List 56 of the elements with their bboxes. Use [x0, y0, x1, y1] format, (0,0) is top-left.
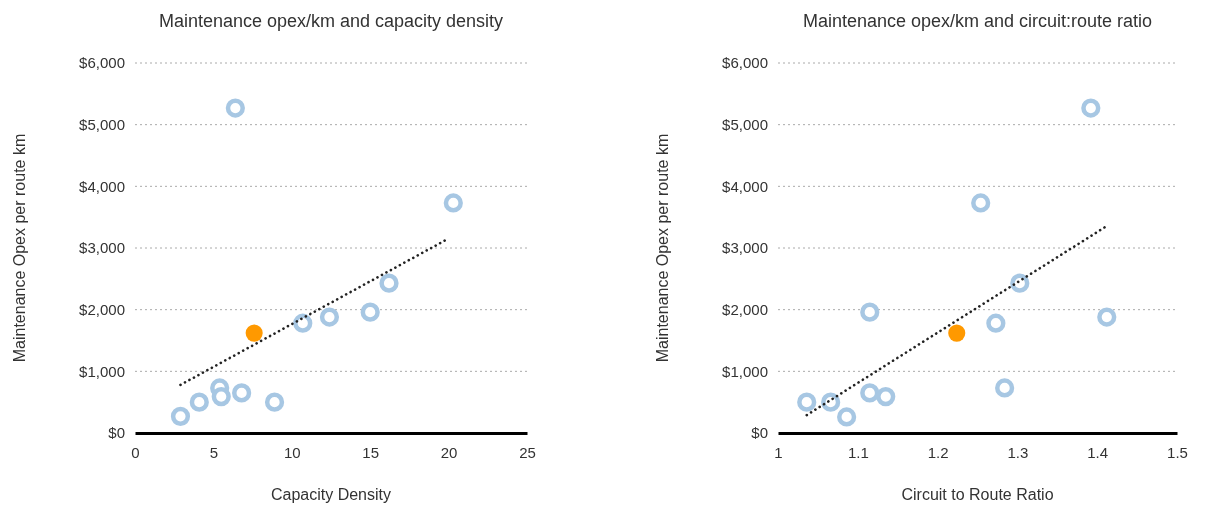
- point: [189, 392, 209, 412]
- point: [797, 392, 817, 412]
- point: [232, 383, 252, 403]
- y-tick-label: $6,000: [79, 54, 125, 72]
- point: [995, 378, 1015, 398]
- point: [319, 307, 340, 327]
- point: [876, 387, 896, 407]
- y-tick-label: $4,000: [79, 177, 125, 195]
- point: [821, 392, 841, 412]
- point: [443, 193, 463, 213]
- y-axis-title: Maintenance Opex per route km: [654, 133, 671, 363]
- point: [211, 387, 231, 407]
- point: [948, 324, 966, 342]
- point: [293, 313, 313, 333]
- x-tick-label: 25: [519, 443, 536, 461]
- x-tick-label: 0: [131, 443, 140, 461]
- y-tick-label: $0: [751, 424, 768, 442]
- x-axis-title: Capacity Density: [270, 486, 392, 503]
- x-tick-label: 1: [774, 443, 783, 461]
- point: [860, 383, 880, 403]
- x-tick-label: 1.1: [847, 443, 869, 461]
- y-tick-label: $0: [108, 424, 125, 442]
- x-tick-label: 1.5: [1167, 443, 1188, 461]
- x-tick-label: 1.3: [1007, 443, 1029, 461]
- x-tick-label: 15: [362, 443, 380, 461]
- x-tick-label: 5: [209, 443, 219, 461]
- chart-title: Maintenance opex/km and capacity density: [158, 11, 504, 31]
- point: [379, 273, 399, 293]
- x-tick-label: 1.2: [927, 443, 949, 461]
- x-axis-title: Circuit to Route Ratio: [901, 486, 1054, 503]
- point: [986, 313, 1006, 333]
- y-tick-label: $3,000: [722, 239, 768, 257]
- point: [860, 302, 880, 322]
- x-tick-label: 20: [440, 443, 458, 461]
- y-tick-label: $1,000: [722, 362, 768, 380]
- point: [245, 324, 263, 342]
- y-tick-label: $2,000: [79, 300, 125, 318]
- y-axis-title: Maintenance Opex per route km: [11, 133, 28, 363]
- y-tick-label: $1,000: [79, 362, 125, 380]
- y-tick-label: $5,000: [722, 115, 768, 133]
- point: [837, 407, 857, 427]
- point: [1097, 307, 1117, 327]
- point: [264, 392, 285, 412]
- x-tick-label: 10: [283, 443, 301, 461]
- x-tick-label: 1.4: [1087, 443, 1109, 461]
- y-tick-label: $3,000: [79, 239, 125, 257]
- point: [1081, 98, 1101, 118]
- y-tick-label: $4,000: [722, 177, 768, 195]
- y-tick-label: $6,000: [722, 54, 768, 72]
- point: [971, 193, 991, 213]
- y-tick-label: $2,000: [722, 300, 768, 318]
- point: [170, 406, 191, 426]
- chart-title: Maintenance opex/km and circuit:route ratio: [802, 11, 1153, 31]
- point: [360, 302, 380, 322]
- y-tick-label: $5,000: [79, 115, 125, 133]
- point: [225, 98, 245, 118]
